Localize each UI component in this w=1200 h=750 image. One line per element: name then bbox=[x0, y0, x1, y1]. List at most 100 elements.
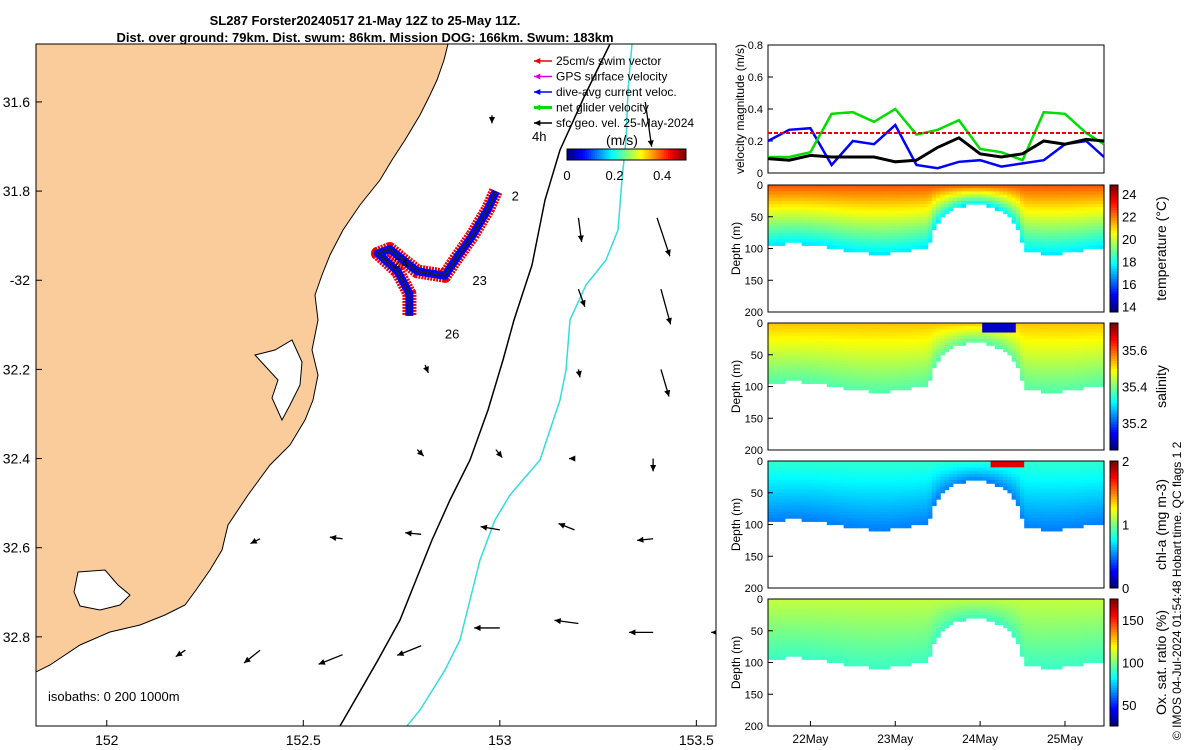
section-cell bbox=[906, 514, 912, 519]
section-cell bbox=[839, 621, 845, 625]
section-colorbar-cell bbox=[1110, 432, 1118, 436]
section-cell bbox=[860, 662, 866, 667]
section-cell bbox=[1015, 492, 1021, 497]
section-cell bbox=[994, 185, 1000, 189]
section-cell bbox=[978, 467, 983, 472]
section-cell bbox=[860, 637, 866, 641]
section-cell bbox=[776, 492, 782, 497]
section-cell bbox=[923, 489, 929, 494]
section-colorbar-cell bbox=[1110, 212, 1118, 216]
section-cell bbox=[906, 238, 912, 243]
section-cell bbox=[805, 476, 811, 481]
section-cell bbox=[923, 480, 929, 484]
section-cell bbox=[1032, 499, 1038, 503]
section-cell bbox=[789, 492, 794, 497]
section-cell bbox=[1062, 245, 1067, 250]
section-cell bbox=[1003, 461, 1008, 465]
section-cell bbox=[856, 499, 861, 503]
section-cell bbox=[818, 332, 824, 337]
section-cell bbox=[801, 226, 807, 231]
section-cell bbox=[818, 464, 824, 468]
section-cell bbox=[856, 364, 861, 369]
section-cell bbox=[801, 380, 807, 384]
section-cell bbox=[801, 370, 807, 375]
section-cell bbox=[1066, 223, 1071, 227]
section-cell bbox=[860, 602, 866, 606]
section-cell bbox=[801, 608, 807, 613]
section-cell bbox=[1028, 229, 1034, 234]
section-cell bbox=[1070, 502, 1076, 507]
section-cell bbox=[1020, 200, 1025, 205]
section-cell bbox=[1045, 518, 1050, 522]
section-cell bbox=[810, 357, 815, 362]
section-cell bbox=[780, 646, 786, 651]
section-cell bbox=[994, 332, 1000, 337]
section-cell bbox=[1011, 200, 1017, 205]
section-cell bbox=[1057, 332, 1063, 337]
section-cell bbox=[1078, 351, 1084, 356]
section-cell bbox=[818, 238, 824, 243]
section-cell bbox=[898, 232, 903, 237]
section-cell bbox=[1074, 461, 1080, 465]
section-cell bbox=[1087, 492, 1092, 497]
section-cell bbox=[1041, 383, 1046, 388]
section-cell bbox=[847, 646, 853, 651]
section-cell bbox=[1066, 376, 1071, 381]
section-cell bbox=[826, 499, 832, 503]
section-cell bbox=[814, 219, 819, 224]
section-cell bbox=[805, 495, 811, 500]
section-cell bbox=[864, 502, 870, 507]
section-cell bbox=[1041, 351, 1046, 356]
section-cell bbox=[902, 480, 908, 484]
section-cell bbox=[885, 326, 891, 330]
section-cell bbox=[1024, 226, 1029, 231]
section-cell bbox=[885, 226, 891, 231]
section-cell bbox=[826, 216, 832, 221]
section-cell bbox=[1083, 364, 1088, 369]
section-cell bbox=[1078, 461, 1084, 465]
section-cell bbox=[805, 326, 811, 330]
section-cell bbox=[923, 521, 929, 526]
section-cell bbox=[1007, 332, 1013, 337]
colorbar-cell bbox=[602, 149, 606, 160]
section-cell bbox=[868, 518, 874, 522]
section-cell bbox=[768, 380, 773, 384]
section-cell bbox=[835, 508, 840, 513]
section-cell bbox=[797, 357, 803, 362]
section-cell bbox=[1057, 338, 1063, 343]
section-cell bbox=[915, 518, 920, 522]
section-cell bbox=[768, 508, 773, 513]
isobath-legend: isobaths: 0 200 1000m bbox=[48, 689, 180, 704]
section-cell bbox=[1032, 476, 1038, 481]
section-cell bbox=[835, 656, 840, 660]
section-cell bbox=[1091, 338, 1097, 343]
section-cell bbox=[826, 235, 832, 240]
section-cell bbox=[889, 248, 895, 253]
colorbar-cell bbox=[652, 149, 655, 160]
section-cell bbox=[814, 495, 819, 500]
section-cell bbox=[1041, 213, 1046, 218]
section-cell bbox=[1045, 348, 1050, 353]
section-cell bbox=[1036, 219, 1042, 224]
section-cell bbox=[982, 194, 987, 199]
section-cell bbox=[864, 627, 870, 632]
section-cell bbox=[810, 338, 815, 343]
section-cell bbox=[923, 216, 929, 221]
section-cell bbox=[965, 464, 971, 468]
section-cell bbox=[784, 223, 790, 227]
section-cell bbox=[889, 524, 895, 529]
section-colorbar-cell bbox=[1110, 238, 1118, 242]
section-cell bbox=[826, 461, 832, 465]
section-cell bbox=[990, 476, 996, 481]
section-cell bbox=[835, 608, 840, 613]
section-cell bbox=[814, 380, 819, 384]
section-cell bbox=[776, 335, 782, 340]
section-cell bbox=[1015, 489, 1021, 494]
section-cell bbox=[1087, 495, 1092, 500]
section-cell bbox=[801, 649, 807, 654]
section-colorbar-tick-label: 35.4 bbox=[1122, 380, 1147, 395]
section-cell bbox=[919, 508, 924, 513]
section-cell bbox=[847, 514, 853, 519]
section-cell bbox=[990, 194, 996, 199]
section-cell bbox=[931, 357, 937, 362]
